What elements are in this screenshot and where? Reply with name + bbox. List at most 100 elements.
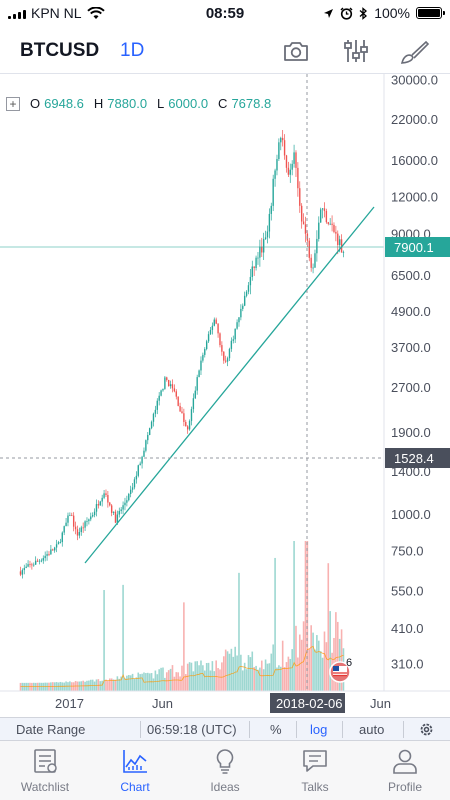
time-axis[interactable]: 2017 Jun Jun: [55, 696, 391, 711]
candle-body: [48, 554, 50, 555]
candle-body: [122, 505, 124, 510]
candle-body: [135, 475, 138, 480]
indicators-icon[interactable]: [341, 37, 371, 65]
tab-ideas[interactable]: Ideas: [180, 747, 270, 794]
bluetooth-icon: [359, 6, 368, 20]
events-count: 6: [346, 657, 352, 669]
candle-body: [240, 308, 242, 318]
volume-bar: [126, 675, 128, 691]
candle-body: [145, 440, 147, 451]
volume-bar: [281, 640, 284, 691]
volume-bar: [122, 584, 124, 691]
candle-body: [19, 571, 22, 575]
candle-body: [114, 511, 117, 523]
candle-body: [36, 560, 39, 562]
auto-scale-button[interactable]: auto: [359, 722, 385, 737]
candle-body: [297, 167, 299, 189]
candle-body: [209, 329, 212, 335]
events-flag-icon[interactable]: 6: [329, 657, 352, 683]
volume-bar: [108, 678, 111, 691]
status-bar: KPN NL 08:59 100%: [0, 0, 450, 28]
tab-watchlist[interactable]: Watchlist: [0, 747, 90, 794]
candle-body: [337, 233, 339, 245]
candle-body: [316, 238, 318, 254]
candle-body: [312, 267, 314, 269]
utc-time-button[interactable]: 06:59:18 (UTC): [147, 722, 237, 737]
volume-bar: [211, 661, 214, 691]
date-range-button[interactable]: Date Range: [16, 722, 86, 737]
volume-bar: [336, 621, 339, 691]
drawing-brush-icon[interactable]: [400, 37, 430, 65]
divider: [403, 721, 404, 738]
x-tick-label: Jun: [152, 696, 173, 711]
volume-bar: [34, 682, 37, 691]
candle-body: [116, 514, 119, 523]
candle-body: [175, 391, 177, 397]
volume-bar: [293, 541, 295, 691]
volume-bar: [321, 657, 324, 691]
candle-body: [69, 515, 71, 517]
volume-bar: [110, 678, 113, 691]
percent-scale-button[interactable]: %: [270, 722, 282, 737]
volume-bar: [162, 667, 164, 691]
y-tick-label: 1900.0: [391, 425, 431, 440]
candle-body: [147, 434, 149, 441]
volume-bar: [131, 673, 134, 691]
tab-chart[interactable]: Chart: [90, 747, 180, 794]
candle-body: [118, 510, 120, 515]
log-scale-button[interactable]: log: [310, 722, 328, 737]
volume-bar: [196, 661, 198, 691]
candle-body: [109, 502, 111, 506]
volume-bar: [99, 681, 102, 691]
symbol-name[interactable]: BTCUSD: [20, 40, 100, 61]
candle-body: [255, 257, 257, 268]
volume-bar: [243, 662, 246, 691]
candle-body: [181, 411, 183, 414]
candle-body: [164, 377, 166, 389]
candle-body: [243, 295, 246, 306]
volume-bar: [129, 675, 132, 691]
candle-body: [285, 155, 288, 168]
y-tick-label: 30000.0: [391, 74, 438, 88]
volume-bar: [192, 671, 195, 691]
settings-gear-icon[interactable]: [418, 721, 435, 738]
volume-bar: [137, 672, 140, 691]
volume-bar: [112, 679, 115, 691]
candle-body: [192, 398, 195, 410]
candle-body: [245, 291, 248, 296]
tab-profile[interactable]: Profile: [360, 747, 450, 794]
candle-body: [93, 511, 96, 516]
interval-selector[interactable]: 1D: [120, 40, 145, 61]
volume-bar: [329, 611, 331, 691]
candle-body: [224, 360, 227, 362]
legend-toggle-icon[interactable]: +: [6, 96, 20, 111]
y-tick-label: 12000.0: [391, 190, 438, 205]
volume-bar: [304, 541, 307, 691]
price-chart[interactable]: 30000.0 22000.0 16000.0 12000.0 9000.0 6500.0…: [0, 74, 450, 717]
trendline[interactable]: [84, 206, 375, 564]
volume-bar: [118, 678, 121, 691]
candle-body: [59, 542, 62, 543]
tab-label: Talks: [301, 780, 329, 794]
volume-bar: [230, 648, 233, 691]
candle-body: [67, 515, 69, 523]
wifi-icon: [86, 6, 105, 19]
tab-talks[interactable]: Talks: [270, 747, 360, 794]
status-right: 100%: [323, 5, 445, 21]
volume-bar: [278, 665, 280, 691]
volume-bar: [221, 662, 223, 691]
crosshair-price-badge: 1528.4: [385, 448, 450, 468]
camera-icon[interactable]: [281, 37, 311, 65]
y-tick-label: 22000.0: [391, 112, 438, 127]
chart-canvas[interactable]: 30000.022000.016000.012000.09000.06500.0…: [0, 74, 450, 717]
candle-body: [202, 354, 204, 361]
candle-body: [152, 413, 155, 422]
y-tick-label: 3700.0: [391, 340, 431, 355]
volume-bar: [272, 644, 274, 691]
volume-bar: [215, 660, 217, 691]
volume-bar: [188, 662, 191, 691]
open-value: 6948.6: [44, 96, 84, 111]
volume-bar: [190, 662, 193, 691]
volume-bar: [205, 662, 208, 691]
candle-body: [61, 532, 63, 543]
